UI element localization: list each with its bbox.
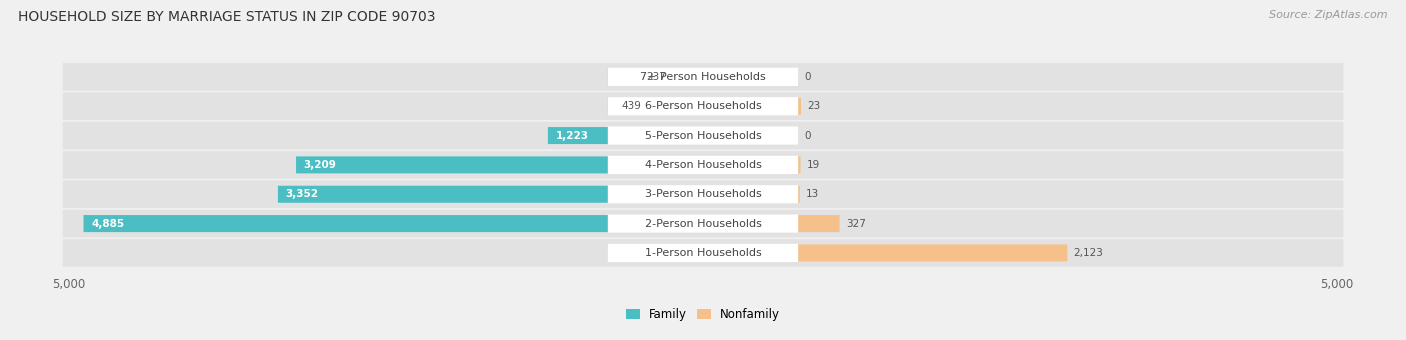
FancyBboxPatch shape <box>799 215 839 232</box>
Text: 3,352: 3,352 <box>285 189 319 199</box>
Text: Source: ZipAtlas.com: Source: ZipAtlas.com <box>1270 10 1388 20</box>
FancyBboxPatch shape <box>83 215 607 232</box>
FancyBboxPatch shape <box>607 185 799 203</box>
Text: 3-Person Households: 3-Person Households <box>644 189 762 199</box>
Text: 4,885: 4,885 <box>91 219 124 228</box>
Text: 2,123: 2,123 <box>1074 248 1104 258</box>
FancyBboxPatch shape <box>278 186 607 203</box>
Text: HOUSEHOLD SIZE BY MARRIAGE STATUS IN ZIP CODE 90703: HOUSEHOLD SIZE BY MARRIAGE STATUS IN ZIP… <box>18 10 436 24</box>
Text: 3,209: 3,209 <box>304 160 336 170</box>
Text: 7+ Person Households: 7+ Person Households <box>640 72 766 82</box>
Legend: Family, Nonfamily: Family, Nonfamily <box>621 304 785 326</box>
FancyBboxPatch shape <box>63 63 1343 91</box>
Text: 0: 0 <box>804 72 811 82</box>
Text: 327: 327 <box>846 219 866 228</box>
Text: 23: 23 <box>807 101 821 111</box>
FancyBboxPatch shape <box>799 186 800 203</box>
FancyBboxPatch shape <box>297 156 607 173</box>
Text: 13: 13 <box>806 189 820 199</box>
FancyBboxPatch shape <box>63 181 1343 208</box>
FancyBboxPatch shape <box>607 156 799 174</box>
Text: 5-Person Households: 5-Person Households <box>644 131 762 140</box>
Text: 1-Person Households: 1-Person Households <box>644 248 762 258</box>
FancyBboxPatch shape <box>63 151 1343 179</box>
Text: 1,223: 1,223 <box>555 131 589 140</box>
Text: 237: 237 <box>647 72 666 82</box>
FancyBboxPatch shape <box>63 210 1343 237</box>
Text: 6-Person Households: 6-Person Households <box>644 101 762 111</box>
FancyBboxPatch shape <box>607 244 799 262</box>
FancyBboxPatch shape <box>607 68 673 85</box>
FancyBboxPatch shape <box>607 68 799 86</box>
Text: 439: 439 <box>621 101 641 111</box>
Text: 0: 0 <box>804 131 811 140</box>
FancyBboxPatch shape <box>63 92 1343 120</box>
Text: 4-Person Households: 4-Person Households <box>644 160 762 170</box>
FancyBboxPatch shape <box>607 97 799 115</box>
FancyBboxPatch shape <box>607 215 799 233</box>
FancyBboxPatch shape <box>63 122 1343 149</box>
Text: 19: 19 <box>807 160 820 170</box>
FancyBboxPatch shape <box>607 98 647 115</box>
Text: 2-Person Households: 2-Person Households <box>644 219 762 228</box>
FancyBboxPatch shape <box>548 127 607 144</box>
FancyBboxPatch shape <box>607 126 799 144</box>
FancyBboxPatch shape <box>63 239 1343 267</box>
FancyBboxPatch shape <box>799 98 801 115</box>
FancyBboxPatch shape <box>799 156 800 173</box>
FancyBboxPatch shape <box>799 244 1067 261</box>
